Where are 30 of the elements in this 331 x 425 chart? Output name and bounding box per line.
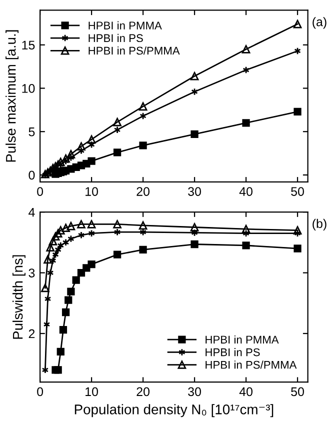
y-tick-label: 5 (28, 128, 35, 136)
x-tick-label: 30 (188, 187, 202, 196)
y-axis-title: Pulswidth [ns] (12, 255, 26, 339)
legend-label: HPBI in PS (206, 348, 260, 356)
x-tick-label: 0 (37, 187, 44, 196)
x-tick-label: 0 (37, 387, 44, 396)
x-tick-label: 40 (239, 187, 252, 196)
x-tick-label: 30 (188, 387, 202, 396)
y-tick-label: 4 (28, 208, 35, 217)
y-tick-label: 3 (28, 268, 35, 278)
x-axis-title: Population density N₀ [10¹⁷cm⁻³] (74, 404, 274, 418)
y-tick-label: 10 (22, 84, 35, 93)
text: (b) (312, 218, 326, 231)
text: (a) (312, 17, 326, 29)
x-tick-label: 50 (291, 187, 304, 196)
y-axis-title: Pulse maximum [a.u.] (6, 30, 19, 162)
y-tick-label: 15 (22, 40, 35, 50)
legend-label: HPBI in PS/PMMA (206, 360, 297, 369)
x-tick-label: 20 (136, 187, 150, 196)
legend-label: HPBI in PMMA (88, 21, 162, 30)
legend-label: HPBI in PS/PMMA (88, 46, 180, 55)
y-tick-label: 2 (28, 329, 35, 338)
x-tick-label: 10 (86, 187, 98, 196)
x-tick-label: 20 (136, 387, 150, 396)
x-tick-label: 10 (86, 387, 98, 396)
x-tick-label: 50 (291, 387, 304, 396)
legend-label: HPBI in PMMA (206, 335, 279, 344)
legend-label: HPBI in PS (88, 34, 143, 42)
y-tick-label: 0 (28, 170, 35, 180)
x-tick-label: 40 (239, 387, 252, 396)
